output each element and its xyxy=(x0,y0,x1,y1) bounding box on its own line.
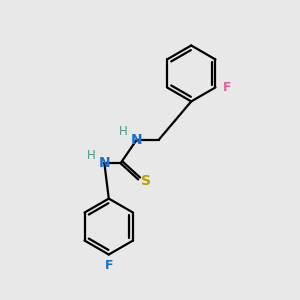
Text: F: F xyxy=(104,259,113,272)
Text: F: F xyxy=(222,81,231,94)
Text: S: S xyxy=(142,174,152,188)
Text: H: H xyxy=(87,148,95,161)
Text: H: H xyxy=(119,125,128,138)
Text: N: N xyxy=(98,156,110,170)
Text: N: N xyxy=(131,133,142,147)
